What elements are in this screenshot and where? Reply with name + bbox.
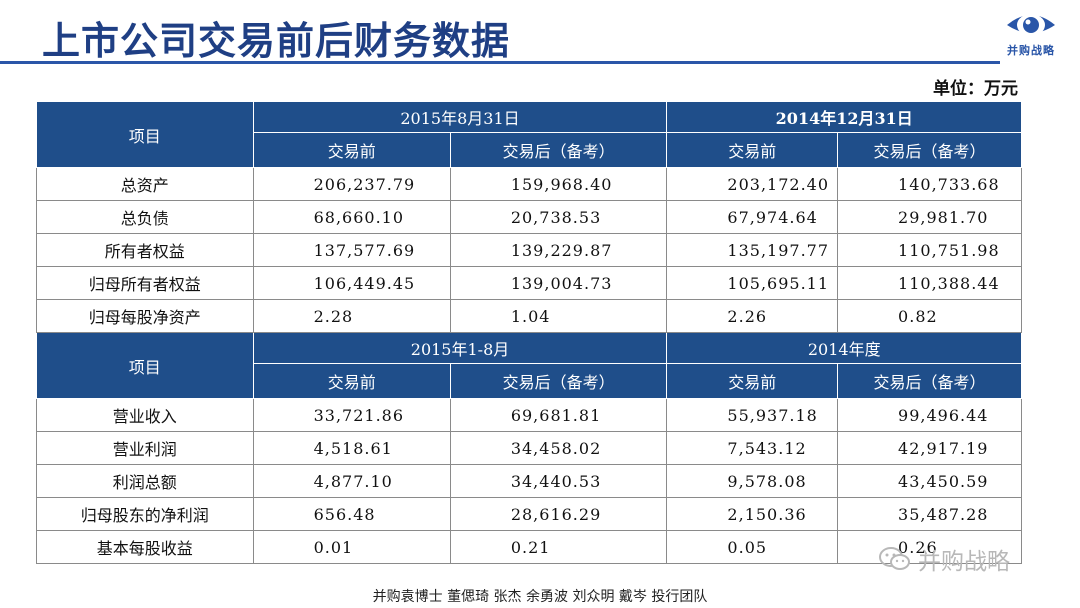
cell-value: 135,197.77 [666,233,839,267]
row-label: 利润总额 [36,464,254,498]
table-row: 营业利润 4,518.61 34,458.02 7,543.12 42,917.… [36,431,1022,465]
cell-value: 140,733.68 [837,167,1022,201]
after-header: 交易后（备考） [837,363,1022,399]
period-header: 2015年8月31日 [252,101,668,133]
unit-label: 单位：万元 [933,79,1018,99]
eye-logo-icon [1007,14,1055,36]
cell-value: 139,229.87 [449,233,668,267]
table-row: 总负债 68,660.10 20,738.53 67,974.64 29,981… [36,200,1022,234]
after-header: 交易后（备考） [449,363,668,399]
cell-value: 105,695.11 [666,266,839,300]
footer-credits: 并购袁博士 董偲琦 张杰 余勇波 刘众明 戴岑 投行团队 [372,589,708,605]
cell-value: 34,458.02 [449,431,668,465]
table-row: 归母所有者权益 106,449.45 139,004.73 105,695.11… [36,266,1022,300]
page-title: 上市公司交易前后财务数据 [42,19,511,63]
table-row: 营业收入 33,721.86 69,681.81 55,937.18 99,49… [36,398,1022,432]
table2-header-row: 项目 2015年1-8月 2014年度 [36,332,1022,399]
table-row: 基本每股收益 0.01 0.21 0.05 0.26 [36,530,1022,564]
cell-value: 159,968.40 [449,167,668,201]
cell-value: 4,877.10 [252,464,451,498]
after-header: 交易后（备考） [837,132,1022,168]
cell-value: 0.21 [449,530,668,564]
period-header: 2014年度 [666,332,1022,364]
wechat-icon [879,547,910,570]
cell-value: 55,937.18 [666,398,839,432]
row-label: 归母所有者权益 [36,266,254,300]
table-row: 归母每股净资产 2.28 1.04 2.26 0.82 [36,299,1022,333]
cell-value: 110,751.98 [837,233,1022,267]
period-header: 2015年1-8月 [252,332,668,364]
before-header: 交易前 [666,363,839,399]
cell-value: 99,496.44 [837,398,1022,432]
cell-value: 7,543.12 [666,431,839,465]
cell-value: 2.28 [252,299,451,333]
financial-table: 项目 2015年8月31日 2014年12月31日 交易前 交易后（备考） 交易… [36,101,1022,564]
row-label: 营业利润 [36,431,254,465]
item-header: 项目 [36,332,254,399]
table-row: 所有者权益 137,577.69 139,229.87 135,197.77 1… [36,233,1022,267]
logo-text: 并购战略 [1007,44,1055,57]
row-label: 总资产 [36,167,254,201]
cell-value: 206,237.79 [252,167,451,201]
cell-value: 28,616.29 [449,497,668,531]
cell-value: 42,917.19 [837,431,1022,465]
cell-value: 2,150.36 [666,497,839,531]
before-header: 交易前 [666,132,839,168]
cell-value: 139,004.73 [449,266,668,300]
cell-value: 137,577.69 [252,233,451,267]
table-row: 利润总额 4,877.10 34,440.53 9,578.08 43,450.… [36,464,1022,498]
cell-value: 9,578.08 [666,464,839,498]
before-header: 交易前 [252,363,451,399]
cell-value: 656.48 [252,497,451,531]
before-header: 交易前 [252,132,451,168]
cell-value: 29,981.70 [837,200,1022,234]
table1-subheader-row: 交易前 交易后（备考） 交易前 交易后（备考） [37,132,1022,168]
cell-value: 4,518.61 [252,431,451,465]
row-label: 所有者权益 [36,233,254,267]
row-label: 归母每股净资产 [36,299,254,333]
item-header: 项目 [36,101,254,168]
cell-value: 35,487.28 [837,497,1022,531]
cell-value: 0.01 [252,530,451,564]
cell-value: 106,449.45 [252,266,451,300]
after-header: 交易后（备考） [449,132,668,168]
table1-header-row: 项目 2015年8月31日 2014年12月31日 [36,101,1022,168]
cell-value: 110,388.44 [837,266,1022,300]
cell-value: 203,172.40 [666,167,839,201]
watermark: 并购战略 [878,542,1010,576]
cell-value: 69,681.81 [449,398,668,432]
row-label: 归母股东的净利润 [36,497,254,531]
cell-value: 20,738.53 [449,200,668,234]
period-header: 2014年12月31日 [666,101,1022,133]
cell-value: 0.82 [837,299,1022,333]
cell-value: 1.04 [449,299,668,333]
title-divider [0,61,1000,64]
cell-value: 0.05 [666,530,839,564]
table-row: 总资产 206,237.79 159,968.40 203,172.40 140… [36,167,1022,201]
row-label: 基本每股收益 [36,530,254,564]
table-row: 归母股东的净利润 656.48 28,616.29 2,150.36 35,48… [36,497,1022,531]
row-label: 总负债 [36,200,254,234]
cell-value: 68,660.10 [252,200,451,234]
cell-value: 33,721.86 [252,398,451,432]
row-label: 营业收入 [36,398,254,432]
brand-logo: 并购战略 [996,8,1066,64]
watermark-text: 并购战略 [918,549,1010,575]
cell-value: 43,450.59 [837,464,1022,498]
cell-value: 34,440.53 [449,464,668,498]
cell-value: 2.26 [666,299,839,333]
cell-value: 67,974.64 [666,200,839,234]
cell-value: 0.26 [837,530,1022,564]
